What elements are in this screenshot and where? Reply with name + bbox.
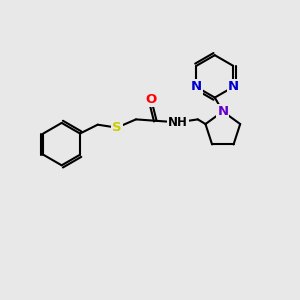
- Text: O: O: [146, 93, 157, 106]
- Text: NH: NH: [168, 116, 188, 129]
- Text: S: S: [112, 121, 122, 134]
- Text: N: N: [228, 80, 239, 94]
- Text: N: N: [217, 105, 228, 118]
- Text: N: N: [191, 80, 202, 94]
